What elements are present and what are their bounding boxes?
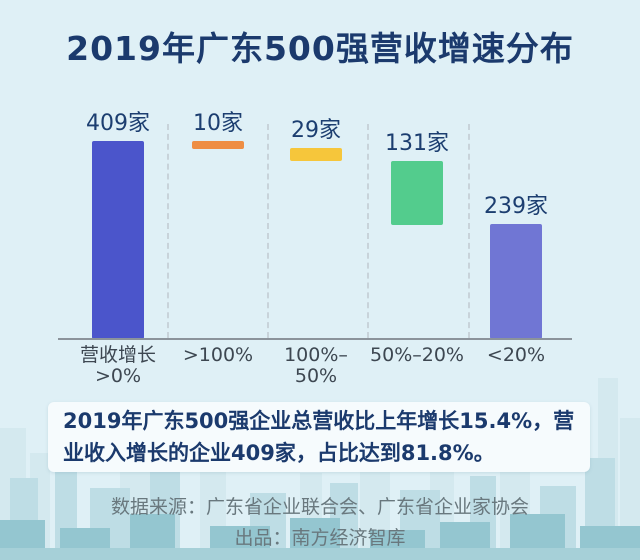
chart-column: 29家 [264, 100, 368, 340]
axis-label: >100% [182, 344, 254, 366]
chart-column: 239家 [464, 100, 568, 340]
axis-label: 100%–50% [284, 344, 348, 387]
column-separator [167, 124, 169, 338]
bar-value-label: 409家 [86, 111, 150, 136]
data-source-line: 数据来源：广东省企业联合会、广东省企业家协会 [110, 496, 529, 518]
bar-growth-over-100pct [192, 141, 244, 149]
bar-value-label: 29家 [291, 118, 341, 143]
bar-value-label: 239家 [484, 194, 548, 219]
chart-column: 409家 [66, 100, 170, 340]
bar-chart: 409家 10家 29家 131家 239家 [0, 100, 640, 340]
axis-label: 50%–20% [370, 344, 464, 366]
chart-column: 10家 [166, 100, 270, 340]
axis-label: <20% [486, 344, 546, 366]
chart-column: 131家 [365, 100, 469, 340]
axis-label-line1: 营收增长 [79, 344, 156, 366]
bar-revenue-growth-positive [92, 141, 144, 339]
bar-growth-50-20pct [391, 161, 443, 225]
bar-value-label: 131家 [385, 131, 449, 156]
bar-value-label: 10家 [193, 111, 243, 136]
column-separator [367, 124, 369, 338]
x-axis-line [58, 338, 572, 340]
page-title: 2019年广东500强营收增速分布 [66, 29, 574, 68]
column-separator [468, 124, 470, 338]
axis-label-line2: >0% [94, 365, 142, 387]
column-separator [267, 124, 269, 338]
bar-growth-under-20pct [490, 224, 542, 339]
summary-text: 2019年广东500强企业总营收比上年增长15.4%，营业收入增长的企业409家… [63, 409, 575, 465]
bar-growth-100-50pct [290, 148, 342, 161]
axis-label: 营收增长 >0% [66, 345, 170, 387]
summary-callout-box: 2019年广东500强企业总营收比上年增长15.4%，营业收入增长的企业409家… [48, 402, 590, 472]
producer-line: 出品：南方经济智库 [234, 527, 406, 549]
